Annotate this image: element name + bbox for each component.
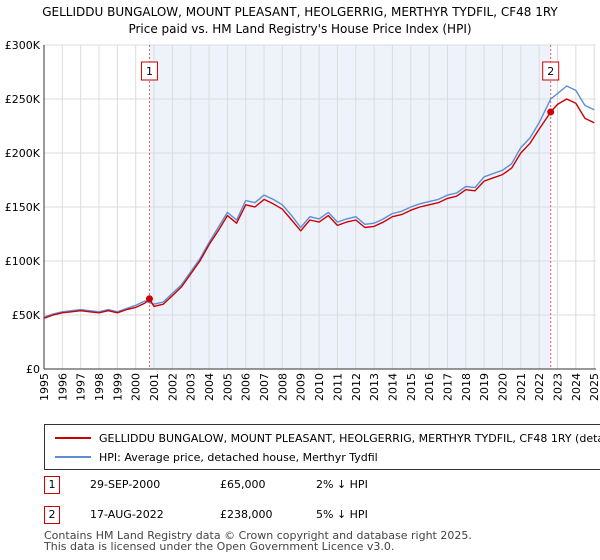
x-tick-label: 2025: [588, 373, 600, 401]
x-tick-label: 2016: [423, 373, 436, 401]
sale-marker-label: 1: [146, 65, 153, 78]
y-tick-label: £150K: [5, 201, 41, 214]
series-line-property: [43, 98, 595, 319]
x-tick-label: 2019: [478, 373, 491, 401]
transaction-price: £65,000: [220, 478, 266, 491]
x-tick-label: 2003: [185, 373, 198, 401]
x-tick-label: 2021: [515, 373, 528, 401]
x-tick-label: 1998: [93, 373, 106, 401]
x-tick-label: 2007: [258, 373, 271, 401]
x-tick-label: 2012: [350, 373, 363, 401]
y-tick-label: £300K: [5, 39, 41, 52]
transaction-hpi: 5% ↓ HPI: [316, 508, 368, 521]
chart-subtitle: Price paid vs. HM Land Registry's House …: [128, 22, 471, 36]
transaction-price: £238,000: [220, 508, 273, 521]
y-tick-label: £50K: [12, 309, 41, 322]
x-tick-label: 2005: [221, 373, 234, 401]
x-tick-label: 1995: [38, 373, 51, 401]
x-tick-label: 1999: [111, 373, 124, 401]
x-tick-label: 1996: [56, 373, 69, 401]
x-tick-label: 2015: [405, 373, 418, 401]
sale-point: [145, 295, 153, 303]
x-tick-label: 2010: [313, 373, 326, 401]
footer-licence: This data is licensed under the Open Gov…: [44, 540, 395, 553]
footer: Contains HM Land Registry data © Crown c…: [44, 530, 472, 552]
x-tick-label: 2004: [203, 373, 216, 401]
x-tick-label: 2006: [240, 373, 253, 401]
transaction-hpi: 2% ↓ HPI: [316, 478, 368, 491]
footer-copyright: Contains HM Land Registry data © Crown c…: [44, 529, 472, 542]
x-tick-label: 2020: [496, 373, 509, 401]
x-tick-label: 2000: [130, 373, 143, 401]
x-tick-label: 2013: [368, 373, 381, 401]
x-tick-label: 2011: [331, 373, 344, 401]
y-tick-label: £200K: [5, 147, 41, 160]
legend-item-property: GELLIDDU BUNGALOW, MOUNT PLEASANT, HEOLG…: [55, 430, 600, 446]
legend-label-hpi: HPI: Average price, detached house, Mert…: [99, 450, 378, 464]
sale-marker-box: [542, 61, 560, 81]
y-tick-label: £250K: [5, 93, 41, 106]
x-tick-label: 2001: [148, 373, 161, 401]
y-tick-label: £0: [26, 363, 40, 376]
sale-marker-label: 2: [547, 65, 554, 78]
sale-marker-box: [140, 61, 158, 81]
transaction-marker-label: 1: [44, 476, 60, 494]
y-tick-label: £100K: [5, 255, 41, 268]
x-tick-label: 2014: [386, 373, 399, 401]
x-tick-label: 2022: [533, 373, 546, 401]
transaction-date: 17-AUG-2022: [90, 508, 164, 521]
x-tick-label: 2002: [166, 373, 179, 401]
price-chart: GELLIDDU BUNGALOW, MOUNT PLEASANT, HEOLG…: [5, 5, 600, 401]
x-tick-label: 2008: [276, 373, 289, 401]
legend-swatch-hpi: [55, 456, 91, 458]
legend-swatch-property: [55, 437, 91, 439]
series-line-hpi: [43, 85, 595, 318]
legend: GELLIDDU BUNGALOW, MOUNT PLEASANT, HEOLG…: [44, 424, 600, 470]
x-tick-label: 2023: [551, 373, 564, 401]
x-tick-label: 1997: [75, 373, 88, 401]
transaction-date: 29-SEP-2000: [90, 478, 161, 491]
chart-title: GELLIDDU BUNGALOW, MOUNT PLEASANT, HEOLG…: [42, 5, 558, 19]
x-tick-label: 2009: [295, 373, 308, 401]
legend-label-property: GELLIDDU BUNGALOW, MOUNT PLEASANT, HEOLG…: [99, 431, 600, 445]
sale-point: [547, 108, 555, 116]
x-tick-label: 2017: [441, 373, 454, 401]
transaction-marker-label: 2: [44, 506, 60, 524]
x-tick-label: 2024: [570, 373, 583, 401]
legend-item-hpi: HPI: Average price, detached house, Mert…: [55, 449, 378, 465]
x-tick-label: 2018: [460, 373, 473, 401]
